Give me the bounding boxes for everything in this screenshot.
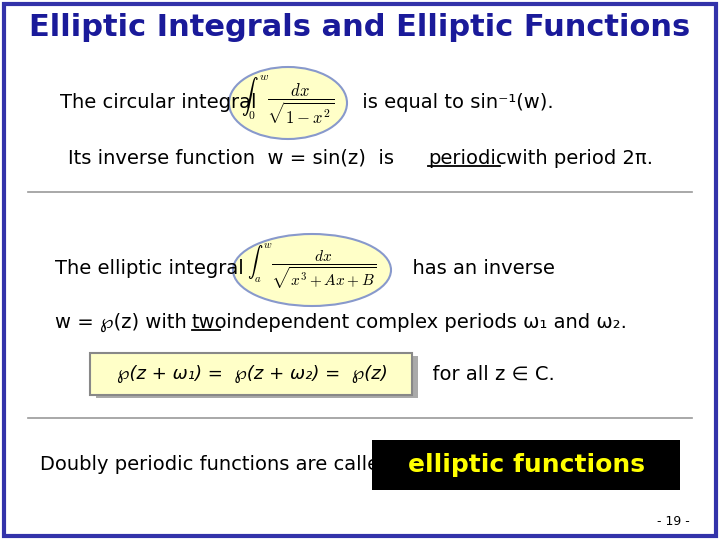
Text: ℘(z + ω₁) =  ℘(z + ω₂) =  ℘(z): ℘(z + ω₁) = ℘(z + ω₂) = ℘(z) — [117, 365, 387, 383]
Text: $\int_a^w \dfrac{dx}{\sqrt{x^3+Ax+B}}$: $\int_a^w \dfrac{dx}{\sqrt{x^3+Ax+B}}$ — [247, 241, 377, 291]
Ellipse shape — [233, 234, 391, 306]
Text: Elliptic Integrals and Elliptic Functions: Elliptic Integrals and Elliptic Function… — [30, 14, 690, 43]
FancyBboxPatch shape — [96, 356, 418, 398]
FancyBboxPatch shape — [90, 353, 412, 395]
FancyBboxPatch shape — [372, 440, 680, 490]
Text: for all z ∈ C.: for all z ∈ C. — [420, 364, 554, 383]
Text: elliptic functions: elliptic functions — [408, 453, 646, 477]
Text: - 19 -: - 19 - — [657, 515, 690, 528]
Text: with period 2π.: with period 2π. — [500, 148, 653, 167]
Text: two: two — [192, 313, 228, 332]
Text: $\int_0^w \dfrac{dx}{\sqrt{1-x^2}}$: $\int_0^w \dfrac{dx}{\sqrt{1-x^2}}$ — [241, 73, 335, 126]
Text: The circular integral: The circular integral — [60, 93, 256, 112]
Text: w = ℘(z) with: w = ℘(z) with — [55, 313, 193, 332]
Text: has an inverse: has an inverse — [400, 259, 555, 278]
Text: independent complex periods ω₁ and ω₂.: independent complex periods ω₁ and ω₂. — [220, 313, 627, 332]
Ellipse shape — [229, 67, 347, 139]
Text: periodic: periodic — [428, 148, 507, 167]
Text: Its inverse function  w = sin(z)  is: Its inverse function w = sin(z) is — [68, 148, 400, 167]
Text: The elliptic integral: The elliptic integral — [55, 259, 244, 278]
Text: Doubly periodic functions are called: Doubly periodic functions are called — [40, 456, 392, 475]
Text: is equal to sin⁻¹(w).: is equal to sin⁻¹(w). — [356, 93, 554, 112]
FancyBboxPatch shape — [4, 4, 716, 536]
